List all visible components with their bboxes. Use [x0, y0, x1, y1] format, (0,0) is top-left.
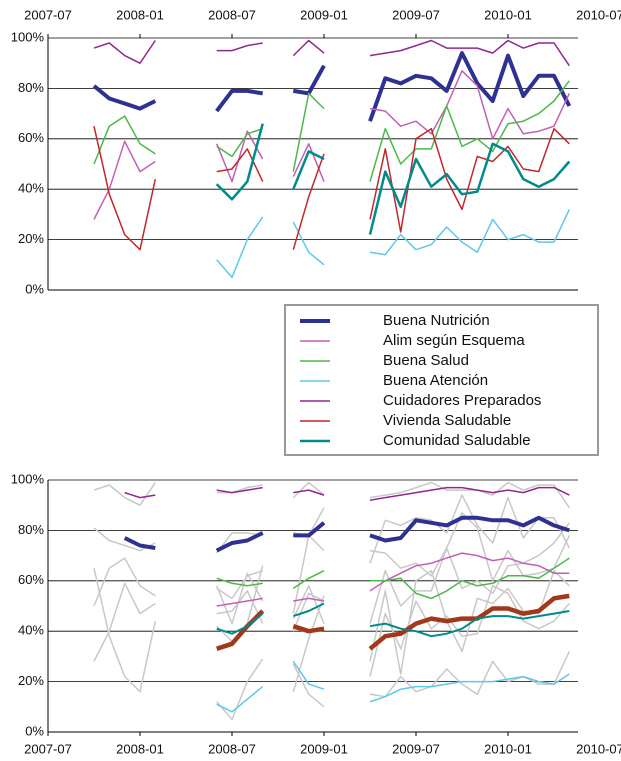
series-line: [216, 557, 570, 600]
series-line: [93, 568, 570, 693]
x-tick-label: 2007-07: [24, 741, 72, 756]
y-tick-label: 80%: [18, 522, 44, 537]
series-line: [216, 602, 570, 638]
series-line: [123, 515, 570, 553]
series-line: [92, 51, 572, 122]
y-tick-label: 0%: [25, 723, 44, 738]
x-tick-label: 2009-01: [300, 7, 348, 22]
y-tick-label: 20%: [18, 673, 44, 688]
series-line: [216, 209, 570, 279]
series-line: [93, 512, 570, 662]
y-tick-label: 60%: [18, 572, 44, 587]
x-tick-label: 2008-01: [116, 7, 164, 22]
series-line: [124, 486, 570, 501]
series-line: [216, 651, 570, 721]
legend-label: Comunidad Saludable: [383, 432, 531, 449]
x-tick-label: 2009-01: [300, 741, 348, 756]
x-tick-label: 2009-07: [392, 741, 440, 756]
x-tick-label: 2008-07: [208, 7, 256, 22]
y-tick-label: 100%: [11, 29, 45, 44]
series-line: [93, 70, 570, 220]
series-line: [216, 565, 570, 677]
legend-box: [284, 304, 599, 456]
series-line: [216, 660, 570, 713]
x-tick-label: 2009-07: [392, 7, 440, 22]
y-tick-label: 40%: [18, 181, 44, 196]
legend-label: Buena Salud: [383, 352, 469, 369]
y-tick-label: 100%: [11, 471, 45, 486]
x-tick-label: 2010-07: [576, 741, 621, 756]
y-tick-label: 0%: [25, 281, 44, 296]
series-line: [93, 494, 570, 564]
series-line: [93, 126, 570, 251]
x-tick-label: 2008-01: [116, 741, 164, 756]
series-line: [215, 123, 571, 235]
x-tick-label: 2010-01: [484, 741, 532, 756]
legend-label: Cuidadores Preparados: [383, 392, 541, 409]
y-tick-label: 80%: [18, 80, 44, 95]
y-tick-label: 40%: [18, 623, 44, 638]
y-tick-label: 60%: [18, 130, 44, 145]
legend-label: Alim según Esquema: [383, 332, 525, 349]
series-line: [216, 552, 570, 607]
legend-label: Vivienda Saludable: [383, 412, 511, 429]
y-tick-label: 20%: [18, 231, 44, 246]
series-line: [93, 481, 570, 509]
x-tick-label: 2008-07: [208, 741, 256, 756]
series-line: [93, 39, 570, 67]
series-line: [93, 522, 570, 624]
series-line: [216, 593, 570, 651]
x-tick-label: 2010-07: [576, 7, 621, 22]
legend-label: Buena Nutrición: [383, 312, 490, 329]
series-line: [93, 80, 570, 182]
legend-label: Buena Atención: [383, 372, 488, 389]
x-tick-label: 2007-07: [24, 7, 72, 22]
x-tick-label: 2010-01: [484, 7, 532, 22]
legend: Buena Nutrición Alim según Esquema Buena S…: [284, 304, 599, 456]
